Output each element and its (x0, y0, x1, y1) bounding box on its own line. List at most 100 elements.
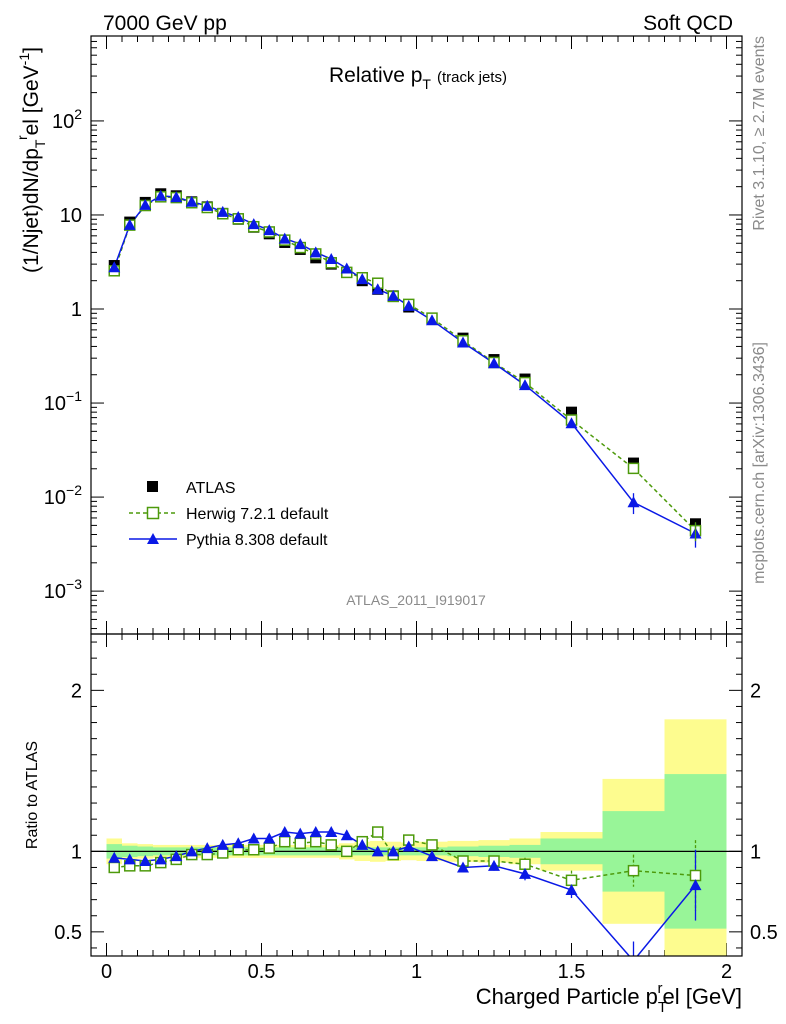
ratio-pythia-point (426, 850, 438, 862)
ratio-pythia-point (689, 879, 702, 891)
ratio-pythia-point (185, 845, 198, 857)
ratio-pythia-point (263, 832, 276, 844)
analysis-watermark: ATLAS_2011_I919017 (346, 592, 486, 608)
legend-entry-herwig: Herwig 7.2.1 default (129, 506, 329, 523)
pythia-point (356, 273, 369, 285)
ratio-herwig-point (263, 842, 275, 854)
ratio-ylabel: Ratio to ATLAS (24, 741, 41, 849)
xlabel-sub: T (658, 999, 667, 1016)
pythia-point (387, 289, 400, 301)
legend: ATLAS Herwig 7.2.1 default Pythia 8.308 … (129, 480, 329, 549)
ratio-pythia-point (201, 842, 214, 854)
ratio-herwig-point (108, 861, 120, 874)
ratio-herwig-point (426, 839, 438, 851)
pythia-point (185, 195, 198, 207)
ratio-herwig-point (519, 858, 531, 870)
ratio-herwig-point (689, 869, 702, 882)
legend-label-atlas: ATLAS (186, 480, 236, 497)
pythia-point (154, 189, 167, 201)
ratio-pythia-point (247, 832, 260, 844)
ylabel-tail-sup: -1 (16, 53, 32, 66)
x-tick-label: 2 (721, 961, 732, 983)
y-tick-base: 10 (44, 393, 66, 415)
ratio-frame (90, 633, 743, 957)
y-tick-exp: 2 (74, 106, 82, 122)
y-tick-exp: −2 (66, 482, 82, 498)
ratio-pythia-point (402, 840, 415, 852)
xlabel-tail: el [GeV] (663, 984, 742, 1009)
ratio-herwig-point (310, 835, 322, 848)
ratio-y-tick-label: 1 (71, 841, 82, 863)
pythia-point (216, 205, 229, 217)
ylabel-sup: r (14, 135, 30, 140)
ratio-herwig-point (341, 845, 353, 858)
legend-entry-atlas: ATLAS (147, 480, 236, 497)
pythia-point (294, 238, 307, 250)
ratio-herwig-point (627, 864, 640, 877)
xlabel-sup: r (658, 980, 663, 997)
ratio-pythia-point (139, 855, 152, 867)
mcplots-label: mcplots.cern.ch [arXiv:1306.3436] (751, 342, 768, 584)
legend-marker-pythia (147, 533, 159, 544)
ylabel-close: ] (20, 47, 43, 53)
pythia-point (519, 379, 531, 391)
pythia-point (426, 314, 438, 326)
y-tick-base: 10 (44, 487, 66, 509)
ratio-pythia-point (457, 861, 469, 873)
ratio-pythia-point (278, 826, 291, 838)
ratio-pythia-point (170, 850, 183, 862)
y-tick-base: 1 (71, 299, 82, 321)
title-sub: T (422, 76, 431, 92)
x-tick-label: 1 (411, 961, 422, 983)
x-tick-label: 0.5 (248, 961, 276, 983)
y-tick-base: 10 (44, 581, 66, 603)
pythia-point (247, 218, 260, 230)
legend-label-pythia: Pythia 8.308 default (186, 532, 328, 549)
pythia-point (232, 211, 245, 223)
ratio-pythia-point (356, 838, 369, 850)
main-y-tick-label: 10−3 (44, 576, 82, 603)
ratio-y-tick-label-right: 2 (750, 680, 761, 702)
ratio-pythia-point (387, 845, 400, 857)
pythia-point (325, 253, 338, 265)
ratio-herwig-point (325, 839, 337, 851)
ratio-herwig-point (372, 826, 384, 838)
main-ylabel: (1/Njet)dN/dpTrel [GeV-1] (14, 47, 48, 273)
ratio-pythia-point (325, 826, 338, 838)
ratio-pythia-point (108, 851, 121, 863)
main-title: Relative pT (track jets) (329, 64, 507, 92)
legend-marker-herwig (146, 506, 160, 520)
pythia-point (263, 224, 276, 236)
pythia-point (309, 246, 322, 258)
ylabel-sub: T (32, 139, 48, 148)
ratio-y-tick-label: 2 (71, 680, 82, 702)
ratio-pythia-point (488, 859, 500, 871)
ratio-pythia-point (232, 837, 245, 849)
x-tick-label: 0 (101, 961, 112, 983)
pythia-point (402, 299, 415, 311)
main-y-tick-label: 102 (52, 106, 82, 133)
main-y-tick-label: 10−1 (44, 388, 82, 415)
ratio-herwig-point (248, 843, 260, 856)
ratio-pythia-point (371, 845, 384, 857)
ratio-herwig-point (279, 835, 291, 848)
legend-entry-pythia: Pythia 8.308 default (129, 532, 328, 549)
x-tick-label: 1.5 (558, 961, 586, 983)
pythia-point (488, 357, 500, 369)
ratio-pythia-point (216, 838, 229, 850)
ratio-y-tick-label-right: 0.5 (750, 922, 778, 944)
ratio-pythia-point (123, 853, 136, 865)
ratio-herwig-point (294, 837, 306, 850)
header-right: Soft QCD (643, 12, 733, 35)
y-tick-base: 10 (52, 111, 74, 133)
title-suffix: (track jets) (437, 69, 507, 86)
y-tick-exp: −1 (66, 388, 82, 404)
rivet-label: Rivet 3.1.10, ≥ 2.7M events (751, 36, 768, 231)
pythia-point (457, 336, 469, 348)
pythia-point (123, 218, 136, 230)
legend-label-herwig: Herwig 7.2.1 default (186, 506, 329, 523)
ylabel-main: (1/Njet)dN/dp (20, 148, 43, 273)
ratio-herwig-point (565, 874, 578, 887)
pythia-point (371, 283, 384, 295)
